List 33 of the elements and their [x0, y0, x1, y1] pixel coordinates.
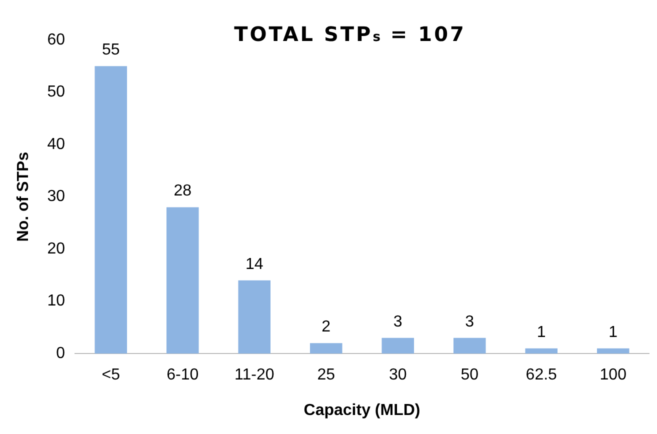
data-label: 14 [245, 256, 264, 273]
bar [166, 207, 199, 354]
x-tick-label: 62.5 [526, 366, 558, 384]
y-tick-label: 10 [47, 292, 66, 310]
bar [94, 66, 128, 354]
bar [238, 280, 271, 354]
data-label: 3 [465, 313, 474, 330]
y-tick-label: 20 [47, 240, 66, 258]
y-tick-label: 40 [47, 136, 66, 153]
data-label: 28 [174, 182, 192, 200]
y-tick-label: 30 [47, 188, 66, 206]
bar [453, 338, 486, 354]
x-tick-label: 11-20 [234, 366, 274, 384]
bar [525, 348, 558, 354]
data-label: 1 [608, 324, 618, 341]
x-tick-label: 30 [388, 366, 407, 384]
y-tick-label: 50 [47, 84, 66, 101]
bar [382, 338, 414, 354]
x-tick-label: 25 [317, 366, 336, 384]
x-tick-label: <5 [102, 366, 120, 384]
bar [310, 343, 342, 354]
x-tick-label: 6-10 [166, 366, 199, 384]
x-tick-label: 100 [600, 366, 627, 384]
x-tick-label: 50 [460, 366, 479, 384]
y-tick-label: 0 [56, 345, 66, 362]
bar [596, 348, 630, 354]
y-axis-title: No. of STPs [15, 152, 32, 242]
data-label: 2 [322, 318, 331, 336]
data-label: 1 [536, 324, 546, 341]
data-label: 3 [393, 313, 402, 330]
y-tick-label: 60 [47, 31, 66, 48]
data-label: 55 [102, 42, 120, 59]
x-axis-title: Capacity (MLD) [304, 402, 420, 419]
